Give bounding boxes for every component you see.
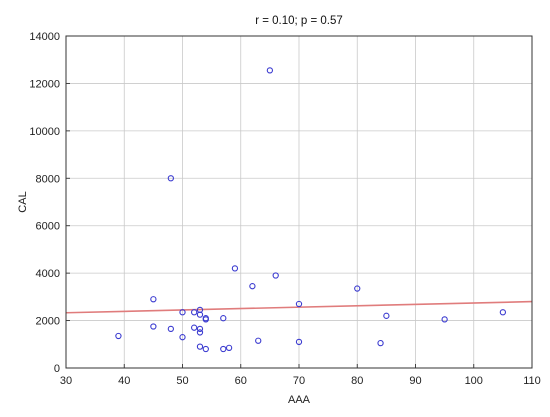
y-tick-label: 0	[54, 363, 60, 375]
y-tick-label: 10000	[29, 126, 60, 138]
data-point	[150, 323, 157, 330]
x-tick-label: 40	[118, 375, 130, 387]
data-point	[499, 309, 507, 316]
data-point	[196, 325, 204, 333]
data-point	[220, 345, 227, 353]
trendline-layer	[65, 300, 533, 314]
x-axis-title: AAA	[288, 394, 311, 406]
chart-title: r = 0.10; p = 0.57	[255, 15, 343, 27]
y-tick-label: 6000	[36, 221, 60, 233]
x-tick-label: 90	[409, 375, 421, 387]
x-tick-label: 30	[60, 375, 72, 387]
data-point	[383, 312, 390, 319]
data-point	[179, 309, 186, 316]
x-tick-label: 60	[235, 375, 247, 387]
x-tick-label: 80	[351, 375, 363, 387]
data-point	[167, 325, 174, 333]
data-points	[115, 67, 507, 353]
data-point	[202, 316, 209, 323]
x-tick-label: 110	[523, 375, 541, 387]
data-point	[249, 283, 256, 290]
data-point	[231, 265, 239, 272]
x-tick-label: 50	[176, 375, 188, 387]
data-point	[225, 344, 233, 351]
data-point	[220, 315, 227, 322]
data-point	[190, 324, 198, 331]
data-point	[266, 67, 274, 74]
data-point	[441, 316, 448, 323]
y-tick-label: 4000	[36, 268, 60, 280]
data-point	[190, 309, 198, 316]
y-tick-label: 12000	[29, 78, 60, 90]
y-tick-labels: 0 2000 4000 6000 8000 10000 12000 14000	[29, 31, 60, 375]
data-point	[295, 338, 303, 346]
x-tick-label: 70	[293, 375, 305, 387]
data-point	[196, 329, 204, 336]
y-tick-label: 2000	[36, 316, 60, 328]
data-point	[202, 345, 209, 353]
data-point	[167, 175, 174, 182]
data-point	[377, 339, 384, 347]
data-point	[196, 343, 204, 350]
data-point	[295, 300, 303, 308]
data-point	[354, 285, 361, 292]
data-point	[196, 311, 204, 318]
data-point	[255, 337, 262, 344]
axis-ticks	[65, 35, 533, 369]
y-axis-title: CAL	[17, 191, 29, 212]
data-point	[179, 334, 186, 341]
data-point	[115, 332, 122, 340]
x-tick-label: 100	[465, 375, 483, 387]
data-point	[150, 296, 157, 303]
y-tick-label: 8000	[36, 173, 60, 185]
y-tick-label: 14000	[29, 31, 60, 43]
grid-lines	[66, 36, 532, 368]
data-point	[272, 272, 279, 279]
trendline	[65, 300, 533, 314]
x-tick-labels: 30 40 50 60 70 80 90 100 110	[60, 375, 541, 387]
